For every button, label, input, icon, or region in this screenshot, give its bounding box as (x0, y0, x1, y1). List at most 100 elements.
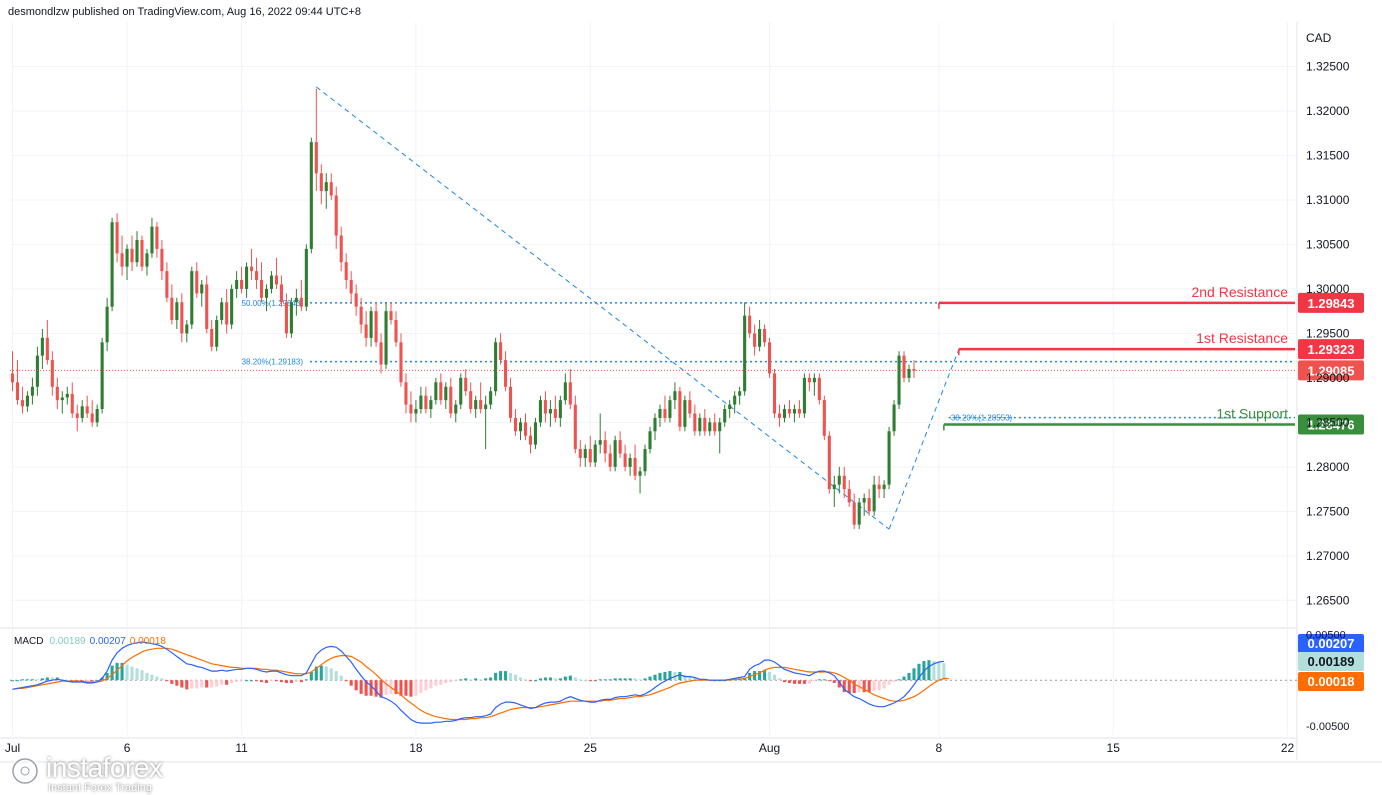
candle-body (509, 386, 513, 418)
macd-hist-bar (648, 676, 652, 681)
candle-body (20, 400, 24, 407)
candle-body (772, 373, 777, 414)
macd-hist-bar (304, 679, 308, 681)
macd-hist-bar (384, 680, 388, 695)
candle-body (195, 271, 199, 294)
macd-hist-bar (110, 665, 114, 681)
candle-body (384, 311, 388, 365)
macd-hist-bar (394, 680, 398, 694)
candle-body (718, 422, 722, 432)
macd-hist-bar (309, 672, 313, 681)
macd-hist-bar (155, 676, 159, 681)
macd-hist-bar (583, 680, 587, 682)
candle-body (753, 333, 757, 347)
trendlines (316, 86, 960, 530)
macd-hist-bar (15, 680, 20, 682)
time-tick-label: 15 (1107, 741, 1121, 755)
macd-hist-bar (329, 668, 333, 681)
candle-body (588, 449, 592, 463)
candle-body (15, 382, 20, 401)
time-axis[interactable]: Jul 6 11 18 25 Aug 8 15 22 (5, 741, 1295, 755)
candle-body (135, 239, 139, 263)
candle-body (812, 377, 816, 383)
candle-body (862, 497, 866, 503)
candle-body (394, 320, 398, 343)
macd-hist-bar (205, 680, 209, 688)
macd-hist-bar (324, 666, 328, 681)
candle-body (364, 324, 368, 338)
candle-body (558, 400, 562, 418)
candle-body (419, 395, 423, 410)
macd-hist-bar (165, 680, 169, 682)
macd-hist-bar (902, 676, 906, 681)
candle-body (374, 311, 378, 343)
macd-hist-bar (40, 678, 44, 681)
macd-hist-bar (195, 680, 199, 689)
candle-body (618, 440, 622, 454)
macd-hist-bar (777, 678, 782, 681)
macd-hist-bar (190, 680, 194, 689)
candle-body (782, 409, 787, 418)
macd-hist-bar (10, 680, 15, 682)
levels: 2nd Resistance 1.29843 1st Resistance 1.293… (10, 284, 1364, 435)
macd-hist-bar (877, 680, 881, 691)
macd-hist-bar (349, 680, 353, 686)
candle-body (95, 409, 99, 423)
candle-body (269, 275, 274, 289)
candle-body (369, 311, 373, 338)
time-tick-label: 22 (1281, 741, 1295, 755)
time-tick-label: 8 (936, 741, 943, 755)
macd-hist-bar (882, 680, 886, 689)
macd-hist-bar (269, 680, 274, 682)
price-axis[interactable]: CAD 1.32500 1.32000 1.31500 1.31000 1.30500 1.… (1306, 31, 1350, 733)
candle-body (155, 226, 159, 249)
macd-tick-label: 0.00500 (1306, 630, 1346, 642)
macd-hist-bar (50, 677, 54, 681)
candle-body (822, 400, 826, 436)
macd-hist-bar (792, 680, 796, 684)
current-price-label: 1.29085 (1308, 363, 1355, 378)
instaforex-icon (10, 756, 40, 786)
macd-hist-bar (160, 678, 164, 681)
time-tick-label: 11 (235, 741, 248, 755)
candle-body (573, 404, 577, 450)
candle-body (763, 328, 767, 343)
macd-hist-bar (753, 671, 757, 681)
instaforex-logo[interactable]: instaforex Instant Forex Trading (6, 750, 186, 794)
candle-body (733, 395, 737, 405)
candle-body (25, 395, 29, 407)
level-price-label: 1.29323 (1308, 342, 1355, 357)
level-label: 1st Support (1216, 406, 1288, 422)
candle-body (344, 262, 348, 281)
macd-hist-bar (464, 678, 468, 681)
macd-hist-bar (494, 672, 498, 681)
macd-badge-label: 0.00189 (1308, 654, 1355, 669)
candle-body (215, 320, 219, 347)
macd-hist-bar (235, 680, 239, 683)
macd-hist-bar (538, 678, 542, 681)
candle-body (792, 409, 796, 414)
candle-body (852, 502, 856, 525)
macd-hist-bar (533, 680, 537, 682)
candle-body (842, 475, 846, 490)
candle-body (817, 377, 821, 401)
candle-body (304, 248, 308, 307)
macd-hist-bar (185, 680, 189, 690)
candle-body (723, 409, 727, 423)
level-label: 2nd Resistance (1191, 284, 1288, 300)
macd-hist-bar (45, 677, 49, 681)
candle-body (743, 315, 747, 392)
macd-title: MACD (14, 636, 43, 647)
macd-hist-bar (339, 675, 343, 681)
level-price-badge (1298, 414, 1364, 435)
time-tick-label: 25 (584, 741, 598, 755)
macd-hist-value: 0.00189 (49, 636, 86, 647)
macd-hist-bar (593, 680, 597, 682)
candle-body (35, 355, 39, 387)
macd-hist-bar (837, 680, 841, 688)
candle-body (907, 368, 911, 378)
macd-hist-bar (145, 672, 149, 681)
candle-body (882, 484, 886, 490)
macd-hist-bar (558, 678, 562, 681)
